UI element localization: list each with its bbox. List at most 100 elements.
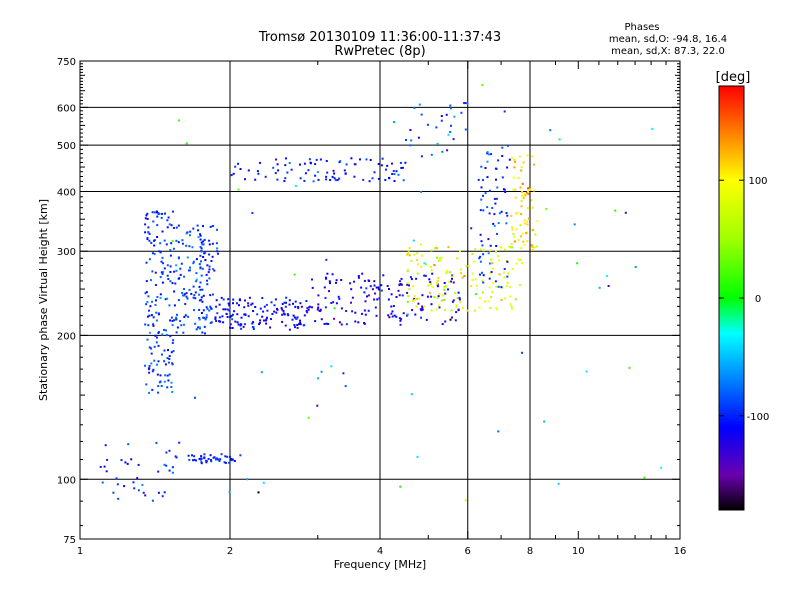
- data-point: [382, 274, 385, 277]
- data-point: [471, 272, 474, 275]
- data-point: [163, 328, 165, 331]
- data-point: [634, 266, 637, 268]
- data-point: [490, 153, 493, 156]
- data-point: [155, 299, 157, 302]
- data-point: [507, 272, 510, 275]
- data-point: [510, 215, 513, 217]
- data-point: [240, 316, 243, 319]
- data-point: [460, 111, 463, 114]
- data-point: [157, 313, 160, 316]
- data-point: [161, 256, 164, 259]
- data-point: [220, 453, 223, 456]
- data-point: [205, 460, 208, 463]
- data-point: [466, 102, 469, 105]
- data-point: [206, 283, 209, 286]
- data-point: [487, 238, 490, 241]
- data-point: [225, 312, 228, 315]
- data-point: [464, 499, 467, 502]
- data-point: [399, 280, 401, 283]
- data-point: [148, 258, 151, 261]
- data-point: [170, 316, 173, 319]
- data-point: [283, 180, 286, 183]
- data-point: [395, 296, 398, 298]
- data-point: [112, 491, 115, 494]
- data-point: [237, 323, 240, 326]
- data-point: [234, 320, 237, 323]
- data-point: [296, 316, 299, 319]
- data-point: [449, 318, 452, 321]
- data-point: [193, 458, 196, 461]
- data-point: [180, 324, 183, 327]
- data-point: [500, 210, 503, 213]
- data-point: [345, 323, 348, 326]
- data-point: [474, 247, 477, 250]
- data-point: [423, 262, 426, 265]
- data-point: [493, 197, 496, 200]
- data-point: [157, 470, 160, 473]
- data-point: [413, 297, 416, 300]
- data-point: [496, 308, 499, 311]
- data-point: [490, 271, 493, 273]
- data-point: [510, 305, 513, 308]
- data-point: [184, 314, 187, 317]
- data-point: [259, 161, 261, 164]
- data-point: [197, 236, 200, 239]
- data-point: [430, 303, 433, 306]
- data-point: [150, 352, 153, 355]
- data-point: [317, 303, 320, 306]
- data-point: [230, 458, 233, 460]
- data-point: [509, 285, 511, 288]
- data-point: [448, 271, 451, 274]
- data-point: [450, 309, 453, 312]
- data-point: [344, 385, 347, 388]
- data-point: [520, 166, 523, 169]
- data-point: [306, 311, 309, 314]
- grid-lines: [80, 61, 680, 539]
- data-point: [304, 172, 307, 175]
- data-point: [151, 370, 154, 373]
- data-point: [306, 307, 309, 310]
- data-point: [215, 299, 218, 302]
- data-point: [192, 296, 195, 299]
- data-point: [479, 297, 481, 300]
- data-point: [203, 252, 206, 255]
- data-point: [148, 309, 150, 312]
- data-point: [402, 179, 405, 182]
- data-point: [146, 338, 149, 341]
- data-point: [165, 243, 168, 246]
- data-point: [498, 273, 501, 276]
- x-axis-label: Frequency [MHz]: [334, 558, 426, 571]
- data-point: [334, 178, 337, 181]
- data-point: [303, 179, 306, 182]
- data-point: [202, 240, 205, 243]
- data-point: [195, 328, 198, 331]
- data-point: [146, 238, 149, 241]
- data-point: [216, 250, 219, 253]
- data-point: [329, 179, 332, 181]
- data-point: [156, 224, 159, 227]
- data-point: [199, 281, 202, 284]
- data-point: [521, 351, 523, 354]
- data-point: [200, 312, 203, 314]
- data-point: [435, 126, 438, 129]
- data-point: [512, 232, 515, 235]
- data-point: [471, 253, 474, 256]
- data-point: [209, 225, 212, 228]
- data-point: [193, 455, 196, 458]
- data-point: [531, 155, 534, 158]
- data-point: [400, 283, 403, 286]
- data-point: [167, 379, 170, 382]
- data-point: [148, 232, 151, 235]
- data-point: [495, 285, 498, 288]
- data-point: [526, 240, 529, 243]
- data-point: [312, 180, 315, 183]
- data-point: [200, 455, 203, 458]
- data-point: [182, 331, 185, 334]
- data-point: [155, 319, 158, 322]
- data-point: [145, 280, 148, 283]
- data-point: [205, 316, 208, 319]
- data-point: [198, 318, 201, 321]
- data-point: [513, 158, 516, 161]
- data-point: [132, 481, 135, 484]
- data-point: [441, 150, 444, 153]
